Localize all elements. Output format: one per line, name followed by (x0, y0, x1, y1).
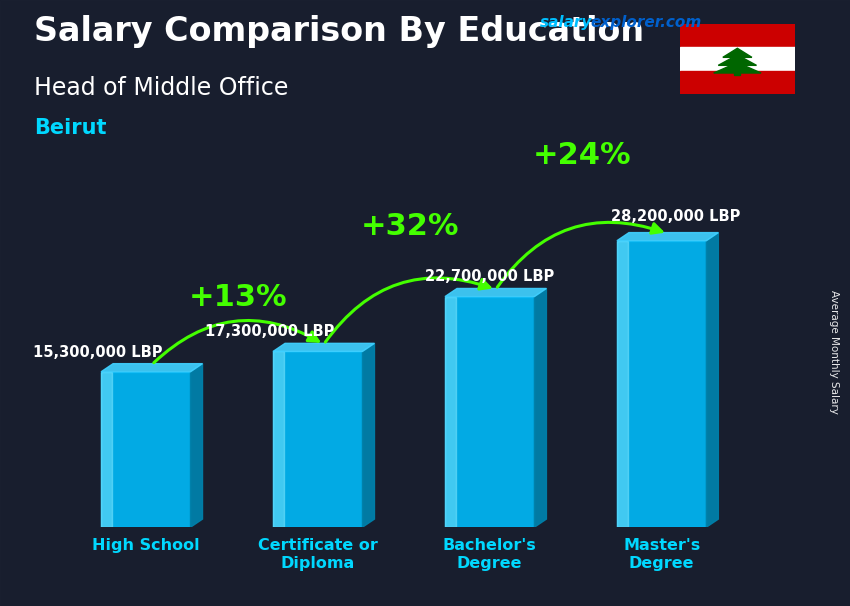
Polygon shape (718, 55, 756, 65)
Text: Head of Middle Office: Head of Middle Office (34, 76, 288, 100)
Polygon shape (535, 288, 547, 527)
Polygon shape (101, 364, 202, 371)
Bar (680, 47, 795, 71)
Polygon shape (714, 62, 761, 73)
Text: +24%: +24% (532, 141, 631, 170)
Polygon shape (190, 364, 202, 527)
Text: 28,200,000 LBP: 28,200,000 LBP (610, 210, 740, 224)
Bar (445, 296, 456, 527)
Polygon shape (445, 288, 547, 296)
Polygon shape (706, 233, 718, 527)
Polygon shape (722, 48, 752, 58)
Bar (734, 70, 740, 75)
Bar (273, 351, 362, 527)
Text: 15,300,000 LBP: 15,300,000 LBP (33, 345, 162, 359)
Polygon shape (273, 344, 375, 351)
Bar (680, 71, 795, 94)
Bar (617, 241, 627, 527)
Polygon shape (362, 344, 375, 527)
Text: Average Monthly Salary: Average Monthly Salary (829, 290, 839, 413)
Bar (273, 351, 284, 527)
Bar (680, 24, 795, 47)
Text: explorer.com: explorer.com (591, 15, 702, 30)
Bar (101, 371, 112, 527)
Text: 17,300,000 LBP: 17,300,000 LBP (205, 324, 334, 339)
Text: salary: salary (540, 15, 592, 30)
Text: +32%: +32% (360, 213, 459, 241)
Text: Salary Comparison By Education: Salary Comparison By Education (34, 15, 644, 48)
Bar (101, 371, 190, 527)
Text: +13%: +13% (189, 282, 287, 311)
Text: 22,700,000 LBP: 22,700,000 LBP (425, 270, 554, 284)
Bar (445, 296, 535, 527)
Text: Beirut: Beirut (34, 118, 106, 138)
Polygon shape (617, 233, 718, 241)
Bar (617, 241, 706, 527)
